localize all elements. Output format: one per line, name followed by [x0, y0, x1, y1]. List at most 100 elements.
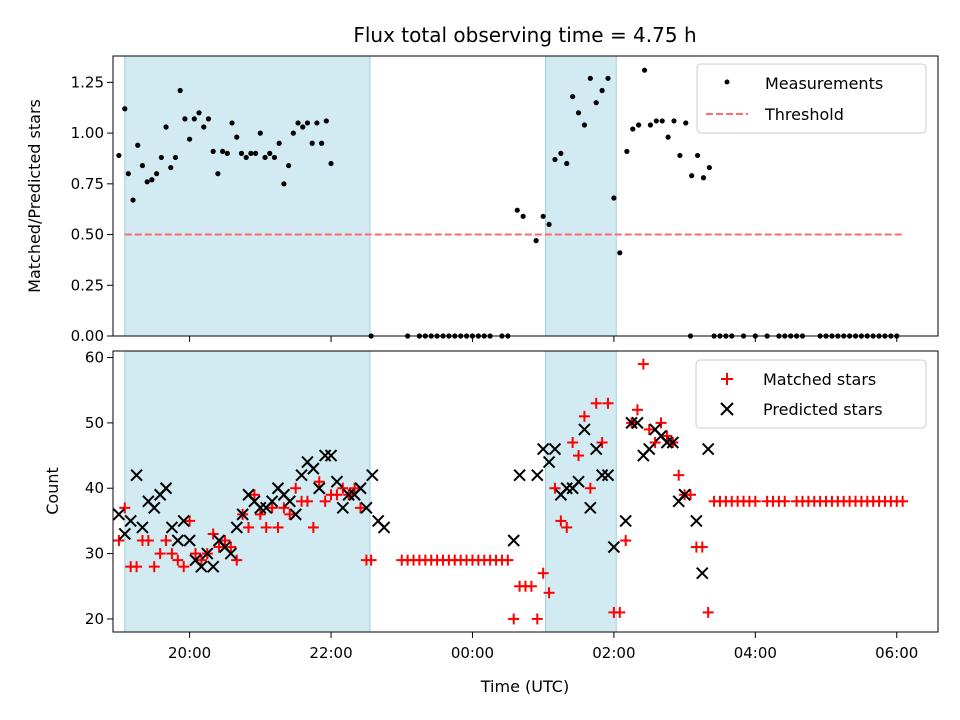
top-y-axis-label: Matched/Predicted stars [25, 99, 44, 293]
observing-window-shade-0 [124, 55, 371, 337]
predicted-star-point [342, 488, 355, 501]
predicted-star-point [542, 455, 556, 469]
predicted-star-point [159, 482, 173, 495]
matched-star-point [655, 417, 667, 429]
measurement-point [564, 160, 570, 167]
matched-star-point [148, 561, 160, 573]
legend-measurements-label: Measurements [765, 74, 883, 93]
measurement-point [319, 140, 325, 146]
matched-star-point [331, 489, 343, 501]
measurement-point [540, 213, 546, 219]
matched-star-point [154, 548, 166, 560]
predicted-star-point [206, 560, 220, 573]
measurement-point [575, 110, 582, 116]
predicted-star-point [336, 501, 350, 515]
measurement-point [659, 118, 665, 124]
matched-star-point [184, 515, 196, 527]
predicted-star-point [660, 436, 674, 449]
matched-star-point [555, 515, 567, 527]
measurement-point [309, 140, 315, 146]
measurement-point [224, 150, 230, 156]
matched-star-point [248, 489, 260, 501]
predicted-star-point [366, 468, 379, 482]
measurement-point [158, 154, 164, 161]
predicted-star-point [625, 416, 638, 430]
measurement-point [683, 120, 689, 126]
top-legend: Measurements Threshold [696, 63, 927, 134]
matched-star-point [178, 561, 190, 573]
matched-star-point [243, 521, 255, 533]
measurement-point [220, 148, 226, 154]
measurement-point [248, 150, 254, 156]
matched-star-point [537, 567, 549, 579]
matched-star-point [278, 502, 290, 514]
predicted-star-point [183, 534, 196, 547]
matched-star-point [702, 606, 714, 618]
measurement-point [520, 213, 526, 219]
bottom-plot-frame [112, 350, 939, 633]
measurement-point [665, 134, 671, 140]
measurement-point [290, 130, 296, 136]
matched-star-point [313, 476, 325, 488]
matched-star-point [584, 482, 596, 494]
predicted-star-point [177, 514, 190, 528]
measurement-point [262, 154, 268, 161]
matched-star-point [142, 535, 154, 547]
measurement-point [168, 164, 174, 171]
matched-star-point [307, 521, 319, 533]
matched-star-point [231, 554, 243, 566]
measurement-point [238, 150, 245, 156]
predicted-star-point [318, 449, 332, 462]
bottom-y-tick-label: 20 [85, 610, 104, 628]
bottom-y-tick-label: 40 [85, 479, 104, 497]
matched-star-point [113, 535, 125, 547]
measurement-point [570, 93, 576, 100]
matched-star-point [573, 450, 585, 462]
matched-star-point [166, 548, 178, 560]
measurement-point [671, 118, 677, 124]
matched-star-point [631, 404, 643, 416]
measurement-point [552, 156, 558, 163]
predicted-star-point [548, 442, 562, 456]
measurement-point [700, 175, 707, 181]
legend-matched-label: Matched stars [763, 370, 876, 389]
top-y-tick-label: 1.25 [71, 73, 104, 91]
predicted-star-point [578, 423, 591, 436]
predicted-star-point [236, 508, 249, 521]
matched-star-point [254, 508, 266, 520]
matched-star-point [661, 430, 673, 442]
matched-star-point [779, 495, 791, 507]
bottom-y-tick-label: 50 [85, 414, 104, 432]
measurement-point [514, 207, 520, 213]
bottom-x-axis-label: Time (UTC) [480, 677, 569, 696]
bottom-x-tick-label: 06:00 [875, 644, 918, 662]
predicted-star-point [324, 449, 338, 462]
predicted-star-point [678, 488, 691, 501]
top-y-tick-label: 0.75 [71, 175, 104, 193]
matched-star-point [649, 436, 661, 448]
measurement-point [624, 148, 630, 154]
predicted-star-point [354, 482, 367, 495]
predicted-star-point [531, 468, 544, 482]
matched-star-point [549, 482, 561, 494]
matched-star-point [365, 554, 377, 566]
matched-star-point [290, 482, 302, 494]
predicted-star-point [590, 442, 603, 456]
matched-star-point [172, 554, 184, 566]
top-y-tick-label: 0.50 [71, 226, 104, 244]
matched-star-point [643, 423, 655, 435]
predicted-star-point [536, 442, 550, 456]
predicted-star-point [165, 521, 179, 534]
measurement-point [281, 181, 287, 187]
matched-star-point [284, 508, 296, 520]
predicted-star-point [124, 514, 137, 528]
matched-star-point [637, 358, 649, 370]
measurement-point [243, 154, 249, 161]
measurement-point [636, 122, 642, 128]
top-panel: 0.00 0.25 0.50 0.75 1.00 1.25 Flux total obse… [25, 23, 939, 345]
top-y-tick-label: 1.00 [71, 124, 104, 142]
measurement-point [593, 100, 599, 106]
measurement-point [210, 148, 216, 154]
predicted-star-point [171, 534, 185, 547]
predicted-star-point [701, 442, 715, 456]
